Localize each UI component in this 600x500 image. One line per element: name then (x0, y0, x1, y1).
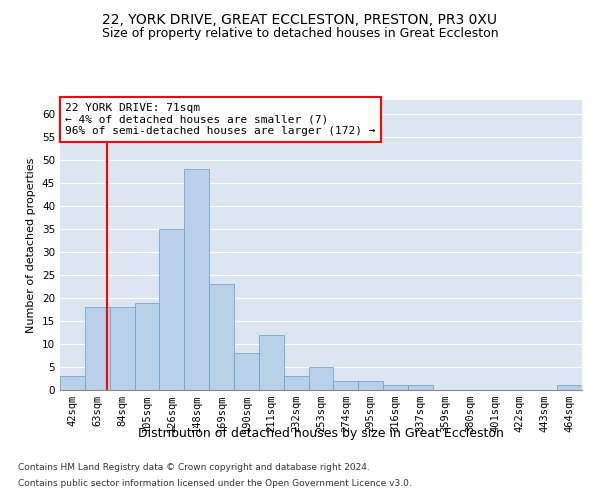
Text: 22, YORK DRIVE, GREAT ECCLESTON, PRESTON, PR3 0XU: 22, YORK DRIVE, GREAT ECCLESTON, PRESTON… (103, 12, 497, 26)
Bar (334, 381, 358, 390)
Bar (308, 367, 334, 390)
Bar (259, 335, 284, 390)
Y-axis label: Number of detached properties: Number of detached properties (26, 158, 37, 332)
Bar (209, 284, 234, 390)
Bar (160, 229, 184, 390)
Text: Distribution of detached houses by size in Great Eccleston: Distribution of detached houses by size … (138, 428, 504, 440)
Text: Contains HM Land Registry data © Crown copyright and database right 2024.: Contains HM Land Registry data © Crown c… (18, 464, 370, 472)
Text: Contains public sector information licensed under the Open Government Licence v3: Contains public sector information licen… (18, 478, 412, 488)
Text: 22 YORK DRIVE: 71sqm
← 4% of detached houses are smaller (7)
96% of semi-detache: 22 YORK DRIVE: 71sqm ← 4% of detached ho… (65, 103, 376, 136)
Bar (184, 169, 209, 390)
Bar (234, 353, 259, 390)
Text: Size of property relative to detached houses in Great Eccleston: Size of property relative to detached ho… (101, 28, 499, 40)
Bar (358, 381, 383, 390)
Bar (383, 386, 408, 390)
Bar (60, 376, 85, 390)
Bar (284, 376, 308, 390)
Bar (134, 302, 160, 390)
Bar (110, 307, 134, 390)
Bar (85, 307, 110, 390)
Bar (408, 386, 433, 390)
Bar (557, 386, 582, 390)
